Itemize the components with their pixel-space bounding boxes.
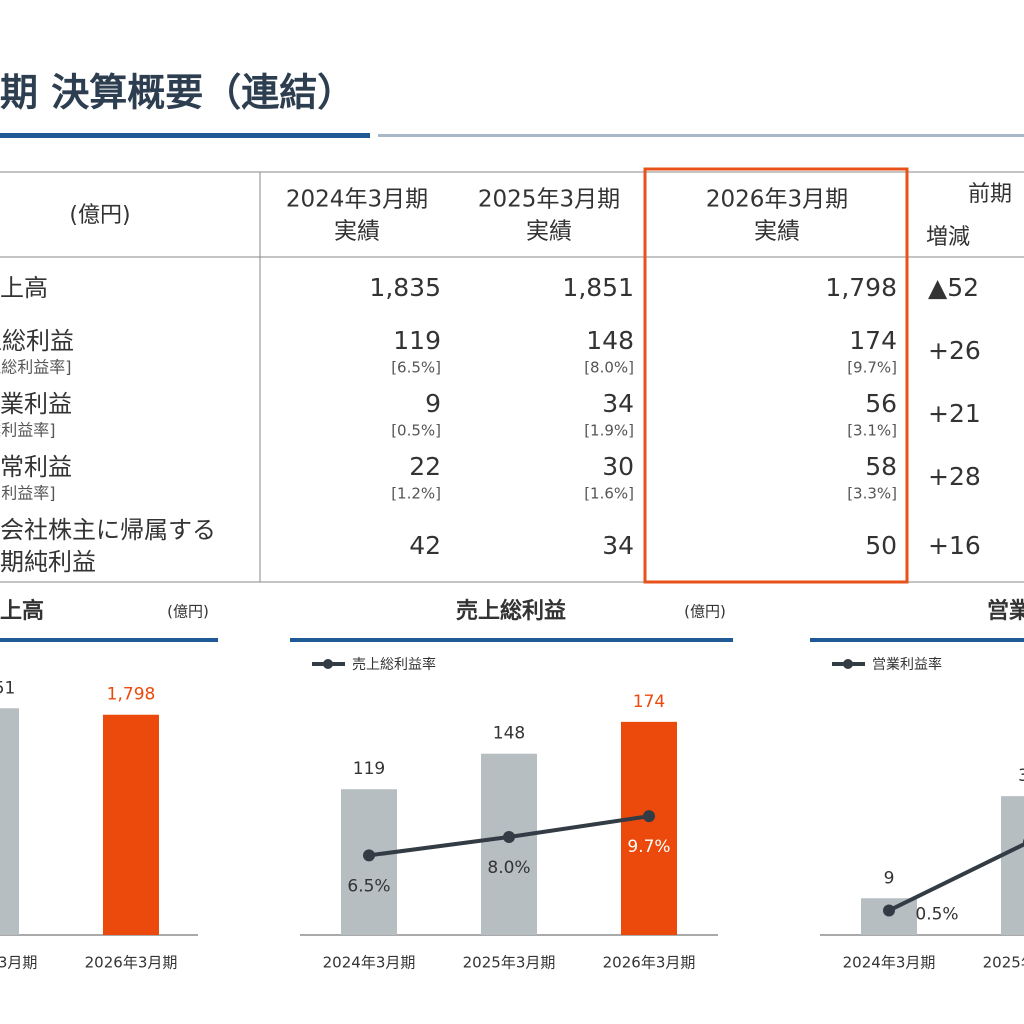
chart-title: 売上総利益 (456, 598, 566, 624)
x-tick-label: 2024年3月期 (323, 954, 416, 972)
legend-label: 売上総利益率 (352, 656, 436, 673)
cell-value: 50 (865, 531, 897, 560)
title-rule-light (378, 134, 1024, 137)
bar (341, 789, 397, 935)
line-point (363, 849, 375, 862)
change-value: +28 (928, 462, 981, 491)
column-header: 実績 (526, 219, 572, 245)
cell-value: 9 (425, 389, 441, 418)
bar (103, 714, 159, 935)
change-header: 増減 (926, 225, 970, 250)
cell-sub-value: [9.7%] (847, 359, 897, 377)
x-tick-label: 2026年3月期 (85, 954, 178, 972)
line-point (503, 831, 515, 843)
column-header: 2025年3月期 (478, 187, 620, 213)
cell-value: 34 (602, 389, 634, 418)
cell-sub-value: [1.2%] (391, 485, 441, 503)
cell-value: 22 (409, 452, 441, 481)
cell-sub-value: [3.1%] (847, 422, 897, 440)
cell-value: 56 (865, 389, 897, 418)
column-header: 実績 (754, 219, 800, 245)
line-value-label: 9.7% (627, 837, 670, 857)
cell-value: 34 (602, 531, 634, 560)
row-label: 営業利益 (0, 390, 72, 418)
bar-value-label: 1,798 (107, 685, 156, 705)
bar (481, 753, 537, 935)
row-label: 親会社株主に帰属する (0, 516, 216, 544)
x-tick-label: 2024年3月期 (843, 954, 936, 972)
cell-sub-value: [1.9%] (584, 422, 634, 440)
cell-sub-value: [3.3%] (847, 485, 897, 503)
chart-header-rule (0, 638, 218, 642)
column-header: 2024年3月期 (286, 187, 428, 213)
cell-sub-value: [1.6%] (584, 485, 634, 503)
line-point (643, 810, 655, 823)
chart-unit: (億円) (684, 603, 726, 621)
row-sub-label: [営業利益率] (0, 421, 56, 440)
cell-value: 1,798 (825, 273, 897, 302)
change-header: 前期 (968, 182, 1012, 207)
legend-label: 営業利益率 (872, 656, 942, 673)
cell-sub-value: [0.5%] (391, 422, 441, 440)
chart-header-rule (290, 638, 733, 642)
change-value: +26 (928, 336, 981, 365)
legend-dot (843, 659, 853, 669)
chart-header-rule (810, 638, 1024, 642)
bar-value-label: 174 (633, 692, 665, 712)
cell-value: 174 (849, 326, 897, 355)
bar-value-label: 9 (884, 868, 895, 888)
change-value: ▲52 (928, 273, 979, 302)
chart-title: 売上高 (0, 598, 44, 624)
cell-value: 42 (409, 531, 441, 560)
title-rule (0, 133, 370, 138)
row-label: 経常利益 (0, 453, 72, 481)
row-label: 売上総利益 (0, 327, 74, 355)
column-header: 2026年3月期 (706, 187, 848, 213)
line (888, 842, 1024, 913)
slide-title: 期 決算概要（連結） (0, 71, 355, 115)
row-label: 売上高 (0, 274, 48, 302)
x-tick-label: 2025年3月期 (463, 954, 556, 972)
row-label: 当期純利益 (0, 548, 96, 576)
line-value-label: 8.0% (487, 858, 530, 878)
cell-value: 30 (602, 452, 634, 481)
row-sub-label: [売上総利益率] (0, 358, 72, 377)
cell-value: 119 (393, 326, 441, 355)
line-point (883, 904, 895, 917)
cell-sub-value: [6.5%] (391, 359, 441, 377)
line-value-label: 6.5% (347, 876, 390, 896)
column-header: 実績 (334, 219, 380, 245)
x-tick-label: 2026年3月期 (603, 954, 696, 972)
bar (621, 721, 677, 935)
chart-title: 営業利益 (987, 598, 1024, 624)
legend-dot (323, 659, 333, 669)
bar-value-label: 148 (493, 724, 525, 744)
chart-unit: (億円) (167, 603, 209, 621)
bar-value-label: 1,851 (0, 678, 15, 698)
bar-value-label: 119 (353, 759, 385, 779)
bar (1001, 796, 1024, 935)
highlight-box (643, 167, 909, 584)
change-value: +21 (928, 399, 981, 428)
line-value-label: 0.5% (915, 905, 958, 925)
bar-value-label: 34 (1018, 766, 1024, 786)
cell-value: 1,851 (562, 273, 634, 302)
bar (0, 708, 19, 935)
x-tick-label: 2025年3月期 (0, 954, 37, 972)
x-tick-label: 2025年3月期 (983, 954, 1024, 972)
row-sub-label: [経常利益率] (0, 484, 56, 503)
cell-value: 1,835 (369, 273, 441, 302)
cell-sub-value: [8.0%] (584, 359, 634, 377)
bar (861, 898, 917, 935)
cell-value: 58 (865, 452, 897, 481)
table-unit: (億円) (69, 203, 130, 228)
cell-value: 148 (586, 326, 634, 355)
change-value: +16 (928, 531, 981, 560)
